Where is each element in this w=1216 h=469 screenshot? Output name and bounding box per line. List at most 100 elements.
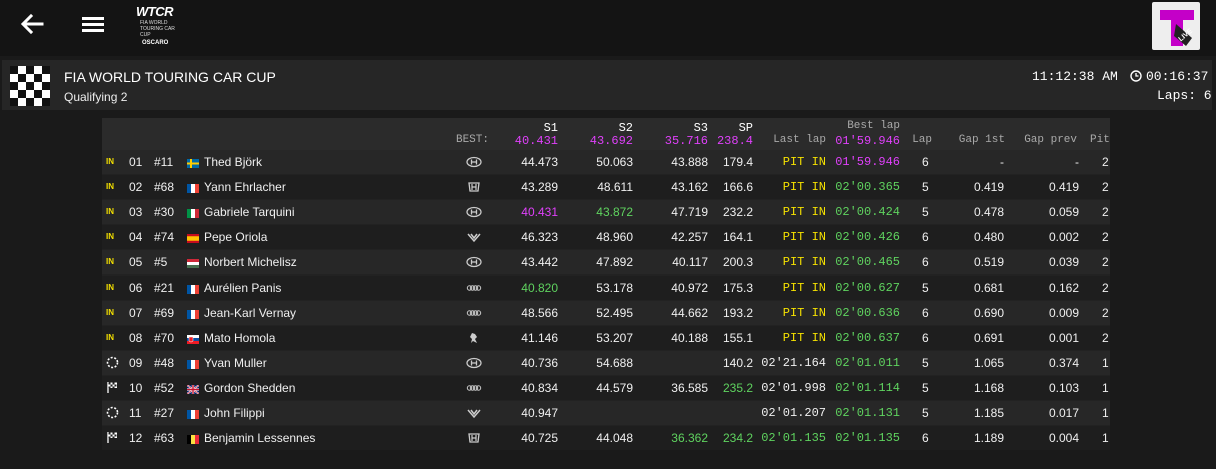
nationality-flag-icon xyxy=(186,383,200,395)
arrow-left-icon[interactable] xyxy=(18,10,46,38)
last-lap: PIT IN xyxy=(782,255,826,270)
sector-3: 36.585 xyxy=(671,380,708,395)
lap-count: 5 xyxy=(922,180,929,195)
gap-previous: - xyxy=(1075,155,1079,169)
status-indicator: IN xyxy=(106,257,114,267)
best-lap: 01'59.946 xyxy=(835,155,900,169)
hamburger-menu-icon[interactable] xyxy=(80,12,106,36)
table-row[interactable]: IN 07 #69 Jean-Karl Vernay 48.566 52.495 44.66… xyxy=(102,300,1110,325)
nationality-flag-icon xyxy=(187,157,199,168)
sector-2: 47.892 xyxy=(596,255,633,270)
status-indicator: IN xyxy=(106,182,114,192)
pit-stops: 2 xyxy=(1102,205,1109,220)
best-lap: 02'00.636 xyxy=(835,305,900,320)
pit-stops: 2 xyxy=(1102,155,1109,169)
best-lap: 02'01.114 xyxy=(835,380,900,395)
best-lap: 02'00.627 xyxy=(835,280,900,295)
table-row[interactable]: IN 08 #70 Mato Homola 41.146 53.207 40.188 155.… xyxy=(102,325,1110,350)
finish-flag-icon xyxy=(107,381,117,393)
pit-stops: 1 xyxy=(1102,355,1109,370)
elapsed-timer: 00:16:37 xyxy=(1130,69,1208,84)
pit-stops: 1 xyxy=(1102,380,1109,395)
table-row[interactable]: IN 02 #68 Yann Ehrlacher 43.289 48.611 43.162 1… xyxy=(102,175,1110,200)
car-number: #5 xyxy=(154,255,168,270)
sector-3: 36.362 xyxy=(671,431,708,446)
position: 01 xyxy=(129,155,143,169)
sector-1: 43.442 xyxy=(521,255,558,270)
table-row[interactable]: IN 03 #30 Gabriele Tarquini 40.431 43.872 47.7… xyxy=(102,200,1110,225)
nationality-flag-icon xyxy=(187,283,199,294)
gap-previous: 0.103 xyxy=(1048,380,1079,395)
speed-trap: 232.2 xyxy=(722,205,753,220)
time-of-day: 11:12:38 AM xyxy=(1032,69,1118,84)
sector-3: 42.257 xyxy=(671,230,708,245)
speed-trap: 166.6 xyxy=(722,180,753,195)
sector-1: 40.834 xyxy=(521,380,558,395)
event-name: FIA WORLD TOURING CAR CUP xyxy=(64,69,276,85)
header-best-label: BEST: xyxy=(455,134,489,146)
driver-name: Norbert Michelisz xyxy=(204,255,297,270)
sector-1: 40.431 xyxy=(521,205,558,220)
session-header: FIA WORLD TOURING CAR CUP Qualifying 2 1… xyxy=(2,60,1212,110)
live-logo[interactable]: LIVE xyxy=(1152,2,1200,50)
driver-name: Mato Homola xyxy=(204,330,276,345)
checkered-flag-icon xyxy=(10,66,50,106)
sector-3: 43.888 xyxy=(671,155,708,169)
pit-stops: 2 xyxy=(1102,305,1109,320)
pit-stops: 1 xyxy=(1102,406,1109,420)
sector-3: 43.162 xyxy=(671,180,708,195)
table-row[interactable]: IN 06 #21 Aurélien Panis 40.820 53.178 40.972 1… xyxy=(102,275,1110,300)
table-header: S1 S2 S3 SP Best lap BEST: 40.431 43.692… xyxy=(102,118,1110,150)
elapsed-time: 00:16:37 xyxy=(1146,69,1209,84)
position: 04 xyxy=(129,230,143,245)
sector-2: 43.872 xyxy=(596,205,633,220)
best-sp: 238.4 xyxy=(716,134,753,148)
driver-name: Gordon Shedden xyxy=(204,380,296,395)
best-lap: 02'01.135 xyxy=(835,431,900,446)
status-indicator xyxy=(106,381,120,394)
header-pit: Pit xyxy=(1090,134,1110,146)
lap-count: 5 xyxy=(922,406,929,420)
last-lap: PIT IN xyxy=(782,280,826,295)
table-row[interactable]: IN 01 #11 Thed Björk 44.473 50.063 43.888 179.4… xyxy=(102,150,1110,174)
header-last-lap: Last lap xyxy=(773,134,826,146)
gap-previous: 0.039 xyxy=(1048,255,1079,270)
position: 03 xyxy=(129,205,143,220)
lap-count: 5 xyxy=(922,355,929,370)
speed-trap: 235.2 xyxy=(722,380,753,395)
header-s3: S3 xyxy=(693,121,708,135)
gap-first: 0.480 xyxy=(973,230,1004,245)
speed-trap: 164.1 xyxy=(722,230,753,245)
table-row[interactable]: 11 #27 John Filippi 40.947 02'01.207 02'01.13… xyxy=(102,401,1110,425)
table-row[interactable]: 09 #48 Yvan Muller 40.736 54.688 140.2 02'21.1… xyxy=(102,350,1110,375)
car-number: #52 xyxy=(154,380,175,395)
car-number: #21 xyxy=(154,280,175,295)
lap-count: 5 xyxy=(922,205,929,220)
table-row[interactable]: 12 #63 Benjamin Lessennes 40.725 44.048 36.36… xyxy=(102,426,1110,450)
car-number: #30 xyxy=(154,205,175,220)
car-number: #68 xyxy=(154,180,175,195)
last-lap: PIT IN xyxy=(782,230,826,245)
gap-first: 0.478 xyxy=(973,205,1004,220)
pit-stops: 2 xyxy=(1102,330,1109,345)
car-number: #69 xyxy=(154,305,175,320)
status-indicator: IN xyxy=(106,157,114,166)
table-row[interactable]: 10 #52 Gordon Shedden 40.834 44.579 36.585 235… xyxy=(102,375,1110,400)
pit-stops: 2 xyxy=(1102,255,1109,270)
last-lap: PIT IN xyxy=(782,330,826,345)
status-indicator: IN xyxy=(106,232,114,242)
status-indicator: IN xyxy=(106,332,114,342)
sector-3: 47.719 xyxy=(671,205,708,220)
gap-previous: 0.004 xyxy=(1048,431,1079,446)
best-s2: 43.692 xyxy=(589,134,633,148)
honda-logo-icon xyxy=(466,431,482,445)
header-s1: S1 xyxy=(543,121,558,135)
table-row[interactable]: IN 05 #5 Norbert Michelisz 43.442 47.892 40.11… xyxy=(102,250,1110,275)
lap-count: 5 xyxy=(922,280,929,295)
gap-first: 1.065 xyxy=(973,355,1004,370)
sector-3: 40.117 xyxy=(672,255,708,270)
table-row[interactable]: IN 04 #74 Pepe Oriola 46.323 48.960 42.257 164.… xyxy=(102,225,1110,250)
last-lap: 02'01.135 xyxy=(761,431,826,446)
driver-name: Aurélien Panis xyxy=(204,280,282,295)
gap-previous: 0.059 xyxy=(1048,205,1079,220)
